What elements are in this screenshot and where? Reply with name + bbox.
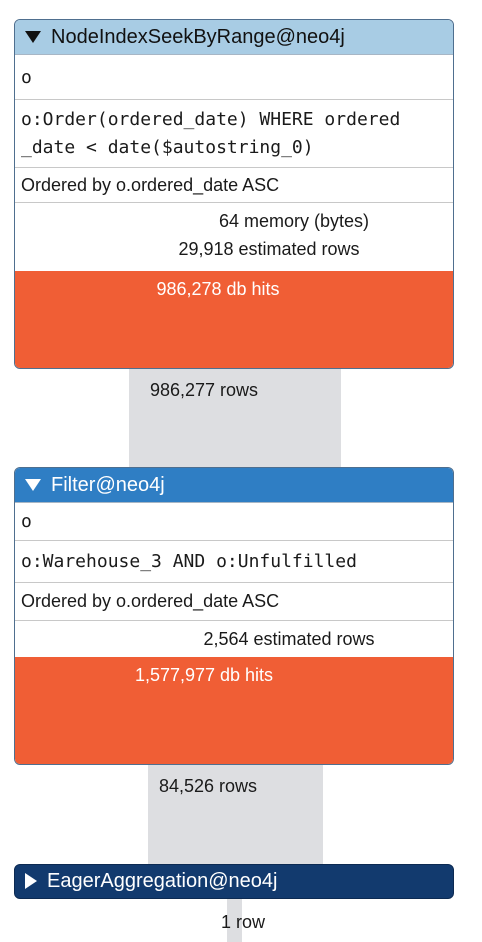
expand-triangle-icon[interactable] — [25, 873, 37, 889]
rows-label-1: 986,277 rows — [149, 380, 259, 400]
operator-ordering: Ordered by o.ordered_date ASC — [15, 168, 453, 203]
operator-title: EagerAggregation@neo4j — [47, 869, 278, 892]
collapse-triangle-icon[interactable] — [25, 31, 41, 43]
operator-estimated-rows: 2,564 estimated rows — [203, 629, 375, 649]
operator-filter[interactable]: Filter@neo4j o o:Warehouse_3 AND o:Unful… — [14, 467, 454, 765]
flow-pipe-1 — [129, 368, 341, 468]
db-hits-label: 1,577,977 db hits — [134, 665, 274, 685]
db-hits-label: 986,278 db hits — [156, 279, 280, 299]
operator-details: o:Warehouse_3 AND o:Unfulfilled — [15, 541, 453, 583]
operator-header[interactable]: EagerAggregation@neo4j — [15, 865, 453, 897]
operator-node-index-seek[interactable]: NodeIndexSeekByRange@neo4j o o:Order(ord… — [14, 19, 454, 369]
operator-db-hits: 986,278 db hits — [15, 271, 453, 368]
flow-pipe-2 — [148, 764, 323, 864]
rows-label-3: 1 row — [220, 912, 265, 932]
operator-ordering: Ordered by o.ordered_date ASC — [15, 583, 453, 621]
rows-label-2: 84,526 rows — [158, 776, 258, 796]
operator-db-hits: 1,577,977 db hits — [15, 657, 453, 764]
operator-variable: o — [15, 55, 453, 100]
collapse-triangle-icon[interactable] — [25, 479, 41, 491]
details-line-1: o:Order(ordered_date) WHERE ordered — [21, 108, 401, 130]
operator-header[interactable]: Filter@neo4j — [15, 468, 453, 503]
operator-details: o:Order(ordered_date) WHERE ordered _dat… — [15, 100, 453, 168]
operator-header[interactable]: NodeIndexSeekByRange@neo4j — [15, 20, 453, 55]
operator-eager-aggregation[interactable]: EagerAggregation@neo4j — [14, 864, 454, 899]
operator-title: Filter@neo4j — [51, 473, 165, 496]
details-line-2: _date < date($autostring_0) — [21, 136, 314, 158]
operator-memory: 64 memory (bytes) — [218, 211, 370, 231]
flow-pipe-3 — [227, 898, 242, 942]
operator-estimated-rows: 29,918 estimated rows — [178, 239, 360, 259]
operator-title: NodeIndexSeekByRange@neo4j — [51, 25, 345, 48]
operator-variable: o — [15, 503, 453, 541]
